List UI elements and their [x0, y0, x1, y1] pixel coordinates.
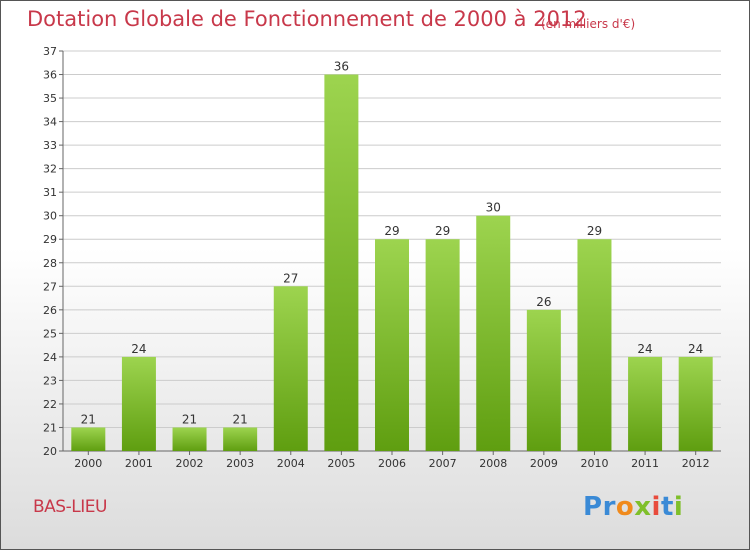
data-label: 29	[435, 224, 450, 238]
data-label: 26	[536, 295, 551, 309]
chart-title: Dotation Globale de Fonctionnement de 20…	[27, 7, 587, 31]
y-tick-label: 33	[43, 139, 57, 152]
bar	[121, 356, 156, 451]
bar	[577, 239, 612, 451]
bar	[628, 356, 663, 451]
y-tick-label: 31	[43, 186, 57, 199]
bar	[375, 239, 409, 451]
y-tick-label: 36	[43, 69, 57, 82]
x-tick-label: 2010	[580, 457, 608, 470]
y-tick-label: 27	[43, 280, 57, 293]
data-label: 29	[587, 224, 602, 238]
y-tick-label: 23	[43, 374, 57, 387]
y-tick-label: 24	[43, 351, 57, 364]
y-tick-label: 37	[43, 45, 57, 58]
x-tick-label: 2001	[125, 457, 153, 470]
bar	[172, 427, 207, 451]
data-label: 21	[81, 412, 96, 426]
data-label: 21	[182, 412, 197, 426]
bar	[223, 427, 258, 451]
place-name: BAS-LIEU	[33, 497, 107, 517]
bar	[476, 215, 511, 451]
bar	[324, 74, 359, 451]
bar	[678, 356, 713, 451]
data-label: 36	[334, 60, 349, 74]
x-tick-label: 2005	[327, 457, 355, 470]
x-tick-label: 2000	[74, 457, 102, 470]
x-tick-label: 2008	[479, 457, 507, 470]
data-label: 24	[637, 342, 652, 356]
y-tick-label: 25	[43, 327, 57, 340]
x-tick-label: 2012	[682, 457, 710, 470]
x-tick-label: 2007	[429, 457, 457, 470]
y-tick-label: 34	[43, 116, 57, 129]
proxiti-logo[interactable]: Proxiti	[583, 492, 684, 522]
x-tick-label: 2002	[176, 457, 204, 470]
y-tick-label: 21	[43, 421, 57, 434]
chart-unit: (en milliers d'€)	[541, 17, 636, 31]
y-tick-label: 29	[43, 233, 57, 246]
x-tick-label: 2004	[277, 457, 305, 470]
data-label: 29	[384, 224, 399, 238]
x-tick-label: 2009	[530, 457, 558, 470]
y-tick-label: 26	[43, 304, 57, 317]
y-tick-label: 30	[43, 210, 57, 223]
data-label: 24	[131, 342, 146, 356]
bars	[71, 74, 713, 451]
y-tick-label: 22	[43, 398, 57, 411]
x-tick-label: 2006	[378, 457, 406, 470]
data-label: 24	[688, 342, 703, 356]
data-label: 27	[283, 271, 298, 285]
y-tick-label: 28	[43, 257, 57, 270]
x-tick-label: 2011	[631, 457, 659, 470]
y-tick-label: 35	[43, 92, 57, 105]
data-label: 30	[486, 201, 501, 215]
y-tick-label: 32	[43, 163, 57, 176]
data-label: 21	[233, 412, 248, 426]
x-tick-label: 2003	[226, 457, 254, 470]
bar	[425, 239, 460, 451]
labels: 20 21 22 23 24 25 26 27 28 29 30 31 32 33 34 35 36 37 2000…	[43, 45, 710, 470]
y-tick-label: 20	[43, 445, 57, 458]
bar	[273, 286, 308, 451]
bar	[71, 427, 106, 451]
bar	[526, 309, 561, 451]
